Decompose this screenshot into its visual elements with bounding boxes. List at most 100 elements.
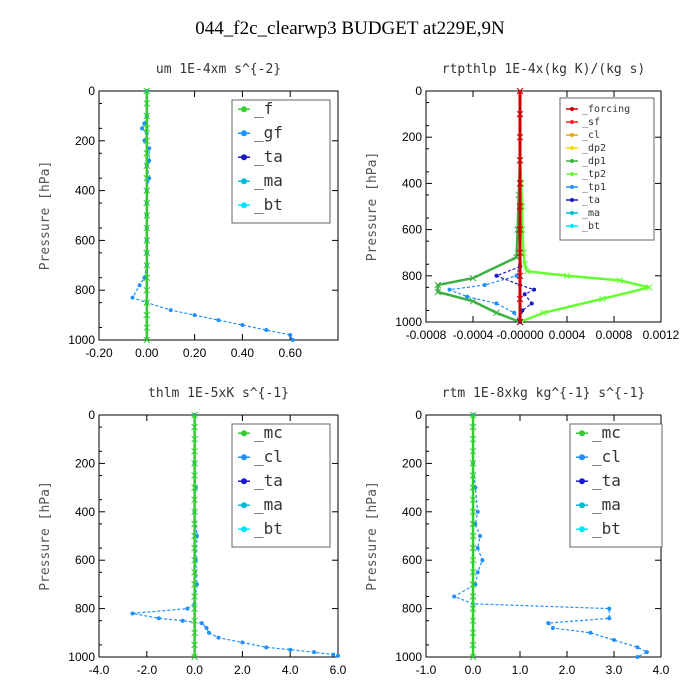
data-point xyxy=(516,249,524,257)
data-point xyxy=(312,650,317,655)
data-point xyxy=(336,653,340,658)
data-point xyxy=(191,472,198,479)
x-tick-label: 4.0 xyxy=(653,663,670,677)
data-point xyxy=(143,212,151,219)
legend-marker xyxy=(570,133,574,137)
x-tick-label: -0.00000 xyxy=(496,328,544,342)
data-point xyxy=(546,621,551,626)
data-point xyxy=(550,625,555,630)
legend: _forcing _sf _cl _dp2 _dp1 _tp2 _tp1 _ta _ma _bt xyxy=(559,97,655,241)
y-tick-label: 800 xyxy=(402,269,422,283)
data-point xyxy=(290,338,295,342)
data-point xyxy=(191,496,198,504)
data-point xyxy=(191,435,198,443)
data-point xyxy=(130,295,135,300)
legend-label: _ta xyxy=(254,147,283,166)
data-point xyxy=(191,544,198,552)
data-point xyxy=(434,288,442,296)
data-point xyxy=(143,261,151,269)
legend-marker xyxy=(570,198,574,202)
x-tick-label: -0.0004 xyxy=(453,328,494,342)
legend-box xyxy=(569,423,663,548)
data-point xyxy=(478,534,483,538)
legend-label: _cl xyxy=(254,447,283,466)
y-tick-label: 800 xyxy=(402,602,422,616)
data-point xyxy=(168,308,173,313)
legend-marker xyxy=(579,478,585,485)
y-tick-label: 1000 xyxy=(68,650,95,664)
data-point xyxy=(185,606,190,611)
series-line-dp1 xyxy=(436,160,522,324)
legend-marker xyxy=(570,185,574,189)
data-point xyxy=(475,546,480,551)
data-point xyxy=(288,333,293,338)
data-point xyxy=(469,411,477,419)
data-point xyxy=(513,253,520,261)
y-tick-label: 600 xyxy=(75,233,95,247)
data-point xyxy=(204,625,209,630)
data-point xyxy=(475,509,480,514)
x-tick-label: -4.0 xyxy=(89,663,110,677)
data-point xyxy=(516,156,524,164)
series-line-tp1 xyxy=(447,264,521,323)
data-point xyxy=(156,616,161,621)
data-point xyxy=(434,281,442,289)
data-point xyxy=(469,520,477,528)
data-point xyxy=(191,508,198,516)
data-point xyxy=(465,294,470,299)
data-point xyxy=(469,593,477,600)
data-point xyxy=(147,158,152,163)
legend-marker xyxy=(570,224,574,228)
data-point xyxy=(516,226,524,233)
data-point xyxy=(469,484,477,491)
data-point xyxy=(191,411,198,419)
data-point xyxy=(143,112,151,120)
data-point xyxy=(191,484,198,491)
data-point xyxy=(469,496,477,504)
plot-frame xyxy=(98,90,339,341)
data-point xyxy=(143,274,151,282)
data-point xyxy=(469,532,477,540)
data-point xyxy=(288,647,293,652)
data-point xyxy=(191,629,198,637)
data-point xyxy=(635,645,640,650)
data-point xyxy=(216,318,221,323)
x-tick-label: -0.0008 xyxy=(406,328,447,342)
legend-label: _ma xyxy=(582,208,600,219)
series-line-ta xyxy=(494,266,536,323)
legend-label: _bt xyxy=(592,519,621,538)
x-tick-label: 6.0 xyxy=(330,663,347,677)
data-point xyxy=(469,581,477,588)
legend-marker xyxy=(570,120,574,124)
data-point xyxy=(494,301,499,306)
data-point xyxy=(143,286,151,294)
y-tick-label: 1000 xyxy=(68,333,95,347)
data-point xyxy=(469,508,477,516)
data-point xyxy=(540,309,547,317)
x-tick-label: -0.20 xyxy=(85,346,113,360)
y-tick-label: 0 xyxy=(415,84,422,98)
x-tick-label: 3.0 xyxy=(606,663,623,677)
legend-marker xyxy=(570,107,574,111)
x-tick-label: 0.0 xyxy=(465,663,482,677)
data-point xyxy=(469,556,477,564)
legend-label: _mc xyxy=(254,423,283,442)
legend-label: _mc xyxy=(592,423,621,442)
y-axis-label: Pressure [hPa] xyxy=(365,152,380,262)
data-point xyxy=(598,295,606,303)
y-axis-label: Pressure [hPa] xyxy=(38,481,53,591)
data-point xyxy=(469,472,477,479)
x-tick-label: 2.0 xyxy=(559,663,576,677)
data-point xyxy=(516,203,524,210)
data-point xyxy=(645,283,653,291)
legend-label: _dp2 xyxy=(582,143,606,154)
data-point xyxy=(516,87,524,95)
data-point xyxy=(191,423,198,431)
x-tick-label: -2.0 xyxy=(136,663,157,677)
data-point xyxy=(516,318,524,326)
data-point xyxy=(143,149,151,157)
y-tick-label: 1000 xyxy=(395,650,422,664)
data-point xyxy=(469,544,477,552)
legend-label: _ma xyxy=(254,171,283,190)
data-point xyxy=(469,423,477,431)
